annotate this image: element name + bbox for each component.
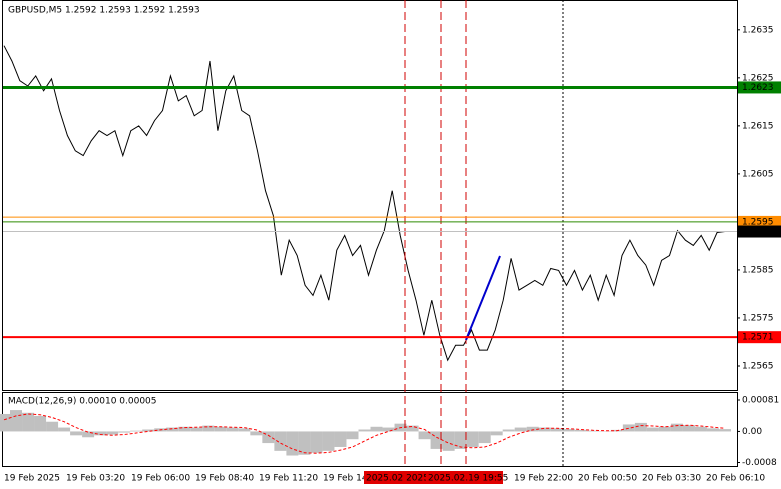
level-label-box <box>738 81 781 94</box>
x-tick-label: 20 Feb 06:10 <box>706 474 765 484</box>
macd-bar <box>142 429 155 432</box>
macd-bar <box>274 431 287 451</box>
x-tick-label: 2025.02.19 19:55 <box>428 474 508 484</box>
x-tick-label: 19 Feb 06:00 <box>131 474 190 484</box>
macd-bar <box>454 431 467 449</box>
price-panel <box>2 0 738 391</box>
macd-bar <box>34 415 47 432</box>
macd-bar <box>298 431 311 455</box>
x-tick-label: 19 Feb 22:00 <box>514 474 573 484</box>
macd-bar <box>214 426 227 432</box>
macd-bar <box>370 426 383 432</box>
macd-bar <box>346 431 359 440</box>
y-tick-label: 1.2615 <box>742 121 774 131</box>
x-tick-label: 20 Feb 03:30 <box>642 474 701 484</box>
signal-line <box>3 413 726 454</box>
x-tick-label: 2025.02 2025 <box>366 474 429 484</box>
level-label-box <box>738 331 781 344</box>
x-label-box <box>364 471 428 484</box>
x-tick-label: 19 Feb 14 <box>323 474 368 484</box>
macd-title: MACD(12,26,9) 0.00010 0.00005 <box>8 397 157 407</box>
macd-bar <box>682 425 695 432</box>
y-tick-label: -0.0008 <box>742 458 777 468</box>
y-tick-label: 1.2635 <box>742 25 774 35</box>
macd-bar <box>442 431 455 451</box>
macd-bar <box>70 431 83 436</box>
y-tick-label: 0.00081 <box>742 395 779 405</box>
macd-bar <box>574 429 587 432</box>
macd-bar <box>646 427 659 432</box>
macd-bar <box>418 431 431 440</box>
macd-bar <box>718 429 732 432</box>
macd-bar <box>658 426 671 432</box>
level-label-box <box>738 215 781 228</box>
macd-bar <box>238 428 251 432</box>
macd-bar <box>0 413 11 432</box>
x-tick-label: 19 Feb 11:20 <box>259 474 318 484</box>
macd-bar <box>166 427 179 432</box>
x-label-box <box>426 471 503 484</box>
macd-bar <box>562 429 575 432</box>
x-tick-label: 19 Feb 03:20 <box>66 474 125 484</box>
macd-bar <box>694 426 707 432</box>
macd-bar <box>358 429 371 432</box>
level-label: 1.2593 <box>742 227 774 237</box>
macd-bar <box>538 427 551 432</box>
level-label: 1.2623 <box>742 83 774 93</box>
y-tick-label: 1.2575 <box>742 313 774 323</box>
macd-bar <box>262 431 275 444</box>
trend-line <box>465 255 501 341</box>
macd-bar <box>22 412 35 432</box>
macd-bar <box>46 421 59 432</box>
macd-bar <box>94 431 107 436</box>
macd-bar <box>118 431 131 433</box>
level-label-box <box>738 225 781 238</box>
macd-bar <box>490 431 503 436</box>
level-label: 1.2595 <box>742 217 774 227</box>
macd-bar <box>58 427 71 432</box>
x-tick-label: 19 Feb 2025 <box>4 474 60 484</box>
price-line <box>3 45 726 362</box>
macd-bar <box>514 427 527 432</box>
macd-bar <box>586 430 599 432</box>
y-tick-label: 1.2565 <box>742 361 774 371</box>
macd-bar <box>382 427 395 432</box>
macd-bar <box>286 431 299 456</box>
y-tick-label: 0.00 <box>742 427 762 437</box>
macd-bar <box>550 428 563 432</box>
macd-bar <box>226 427 239 432</box>
macd-bar <box>130 430 143 432</box>
macd-bar <box>310 431 323 453</box>
price-title: GBPUSD,M5 1.2592 1.2593 1.2592 1.2593 <box>8 6 200 16</box>
y-tick-label: 1.2585 <box>742 265 774 275</box>
macd-bar <box>10 410 23 432</box>
macd-bar <box>202 425 215 432</box>
macd-bar <box>706 428 719 432</box>
macd-bar <box>106 431 119 435</box>
level-label: 1.2571 <box>742 333 774 343</box>
macd-bar <box>406 425 419 432</box>
macd-bar <box>466 431 479 447</box>
x-tick-label: 20 Feb 00:50 <box>578 474 637 484</box>
macd-bar <box>190 427 203 432</box>
y-tick-label: 1.2625 <box>742 73 774 83</box>
macd-bar <box>478 431 491 444</box>
macd-bar <box>502 429 515 432</box>
macd-bar <box>178 426 191 432</box>
macd-bar <box>334 431 347 447</box>
macd-bar <box>82 431 95 438</box>
y-tick-label: 1.2605 <box>742 169 774 179</box>
macd-bar <box>670 423 683 432</box>
macd-bar <box>526 426 539 432</box>
macd-bar <box>250 431 263 436</box>
x-tick-label: 19 Feb 08:40 <box>195 474 254 484</box>
macd-bar <box>622 424 635 432</box>
macd-bar <box>634 422 647 432</box>
macd-bar <box>322 431 335 451</box>
